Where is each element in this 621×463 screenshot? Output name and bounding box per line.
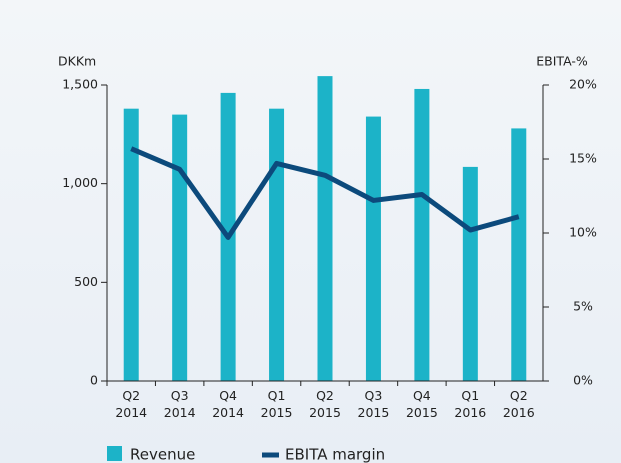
line [130,146,520,240]
y-tick-label: 500 [74,274,98,289]
x-tick-label: Q1 2015 [260,388,293,420]
y2-tick-label: 10% [569,225,597,240]
y2-tick-label: 0% [573,373,593,388]
bar [462,166,478,381]
y-tick-label: 0 [90,373,98,388]
y-tick-label: 1,500 [62,77,98,92]
x-tick-label: Q4 2015 [405,388,438,420]
bar [511,128,527,381]
y-axis-label: DKKm [58,54,96,69]
bar [269,108,285,382]
bar [365,116,381,381]
bar [123,108,139,382]
x-tick-label: Q2 2015 [309,388,341,420]
legend-label: Revenue [130,446,195,463]
x-tick-label: Q2 2016 [502,388,535,420]
y2-tick-label: 20% [569,77,597,92]
bar [172,114,188,381]
x-tick-label: Q2 2014 [115,388,148,420]
bar [414,88,430,382]
y2-tick-label: 15% [569,151,597,166]
x-tick-label: Q3 2014 [163,388,196,420]
legend-label: EBITA margin [285,446,385,463]
y2-axis-label: EBITA-% [536,54,588,69]
x-tick-label: Q4 2014 [212,388,245,420]
x-tick-label: Q3 2015 [357,388,390,420]
bar [317,76,333,382]
x-tick-label: Q1 2016 [454,388,487,420]
y2-tick-label: 5% [573,299,593,314]
legend-swatch [107,446,122,461]
y-tick-label: 1,000 [62,175,98,190]
